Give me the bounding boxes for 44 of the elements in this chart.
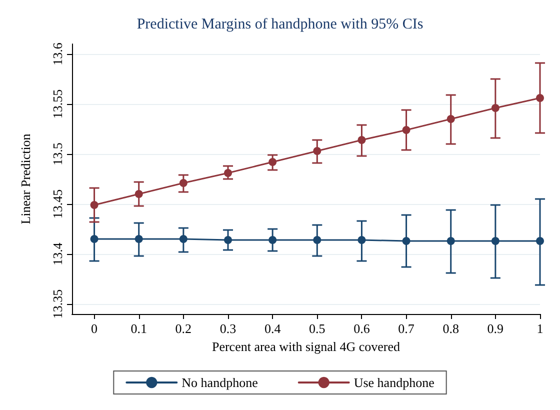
point <box>536 237 544 245</box>
y-tick-label: 13.45 <box>50 189 65 219</box>
point <box>402 237 410 245</box>
point <box>134 235 143 243</box>
x-tick-label: 0.7 <box>398 321 415 336</box>
point <box>446 237 455 245</box>
point <box>179 235 188 243</box>
point <box>90 235 98 243</box>
legend-label: No handphone <box>182 375 258 390</box>
x-tick-label: 0.6 <box>354 321 370 336</box>
point <box>179 179 188 187</box>
point <box>313 236 322 244</box>
point <box>224 236 232 244</box>
y-tick-label: 13.5 <box>50 142 65 166</box>
point <box>134 190 143 198</box>
chart-title: Predictive Margins of handphone with 95% CIs <box>136 16 424 32</box>
point <box>446 115 455 123</box>
point <box>358 136 366 144</box>
x-tick-label: 0.2 <box>175 321 192 336</box>
x-tick-label: 0.5 <box>309 321 326 336</box>
point <box>536 94 544 102</box>
y-tick-label: 13.55 <box>50 89 65 119</box>
legend-label: Use handphone <box>354 375 435 390</box>
y-tick-label: 13.35 <box>50 289 65 319</box>
point <box>313 147 322 155</box>
point <box>268 158 277 166</box>
point <box>491 237 500 245</box>
point <box>224 169 232 177</box>
y-tick-label: 13.6 <box>50 42 65 66</box>
x-tick-label: 0.9 <box>487 321 504 336</box>
x-tick-label: 1 <box>536 321 544 336</box>
point <box>90 201 98 209</box>
point <box>358 236 366 244</box>
point <box>491 104 500 112</box>
y-axis-title: Linear Prediction <box>18 133 33 224</box>
x-tick-label: 0.1 <box>130 321 147 336</box>
x-tick-label: 0 <box>91 321 98 336</box>
y-tick-label: 13.4 <box>50 242 65 266</box>
x-tick-label: 0.4 <box>264 321 282 336</box>
point <box>268 236 277 244</box>
point <box>402 126 410 134</box>
x-tick-label: 0.8 <box>442 321 459 336</box>
x-tick-label: 0.3 <box>220 321 236 336</box>
x-axis-title: Percent area with signal 4G covered <box>212 338 401 354</box>
